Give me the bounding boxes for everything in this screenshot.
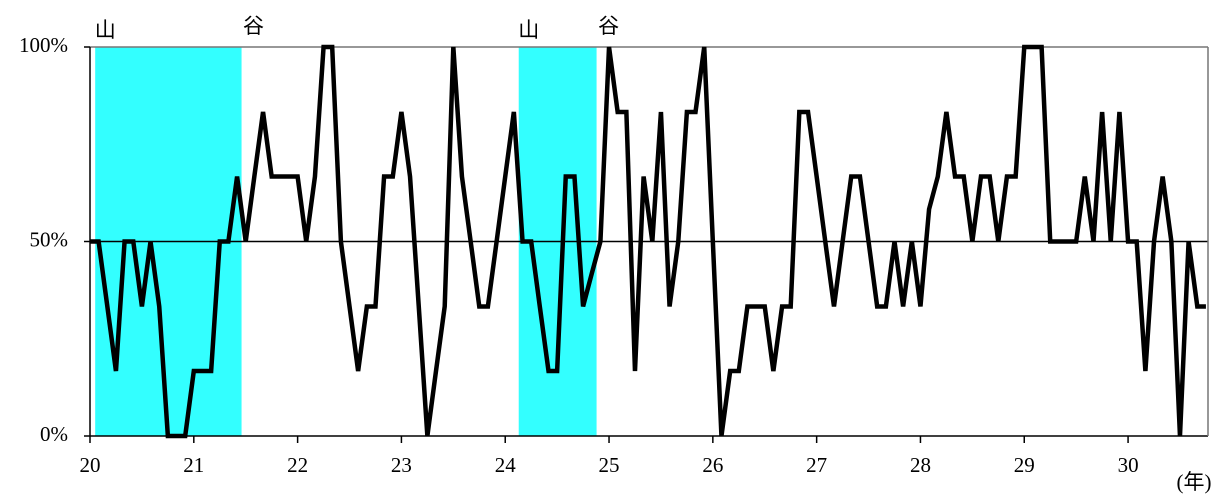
period-start-label: 山 (518, 18, 539, 42)
x-tick-label: 30 (1118, 453, 1139, 477)
x-tick-label: 27 (806, 453, 827, 477)
x-tick-label: 25 (599, 453, 620, 477)
x-tick-label: 21 (183, 453, 204, 477)
period-end-label: 谷 (243, 14, 264, 38)
period-start-label: 山 (95, 18, 116, 42)
x-tick-label: 29 (1014, 453, 1035, 477)
x-unit-label: (年) (1177, 470, 1212, 494)
y-tick-label: 0% (40, 422, 68, 446)
x-tick-label: 22 (287, 453, 308, 477)
x-tick-label: 24 (495, 453, 517, 477)
x-tick-label: 23 (391, 453, 412, 477)
period-end-label: 谷 (598, 14, 619, 38)
y-tick-label: 100% (19, 33, 68, 57)
y-tick-label: 50% (30, 227, 69, 251)
x-tick-label: 26 (702, 453, 723, 477)
series-line (90, 44, 1206, 439)
x-tick-label: 28 (910, 453, 931, 477)
x-tick-label: 20 (80, 453, 101, 477)
